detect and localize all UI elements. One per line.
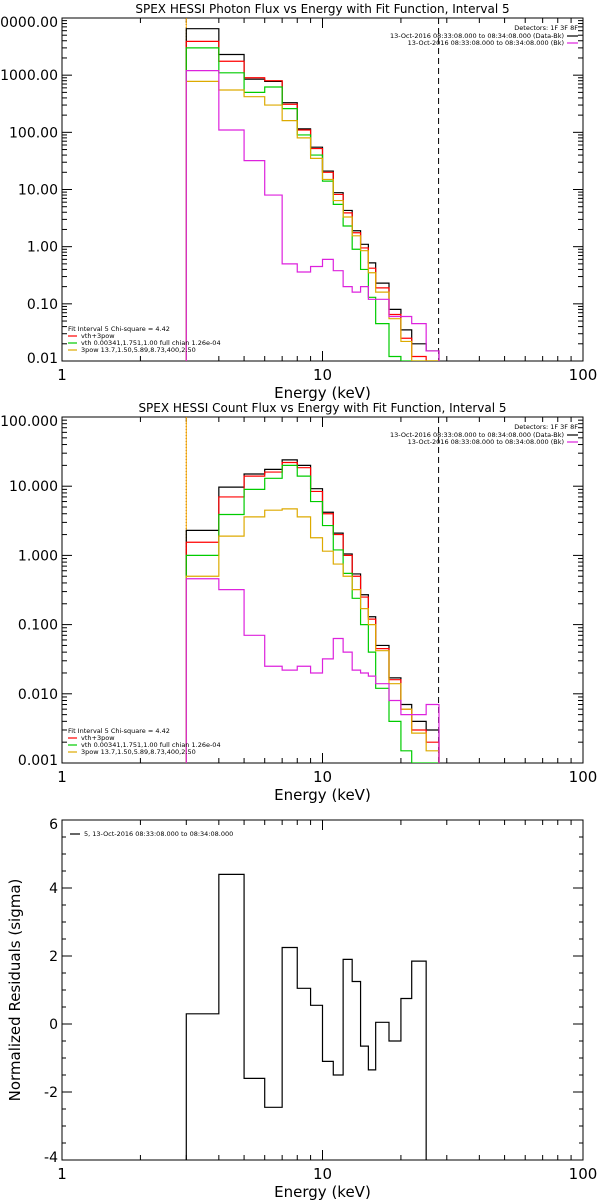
legend-entry-text: 3pow 13.7,1.50,5.89,8.73,400,2.50 <box>81 748 196 756</box>
legend-fit-header: Fit Interval 5 Chi-square = 4.42 <box>68 325 170 333</box>
y-tick-label: 100.000 <box>0 414 58 430</box>
data-area <box>185 18 440 361</box>
axes-frame <box>61 17 584 362</box>
legend-entry-text: vth+3pow <box>81 734 115 742</box>
legend-entry-text: vth 0.00341,1.751,1.00 full chian 1.26e-… <box>81 339 221 347</box>
y-tick-label: 0.010 <box>18 687 58 703</box>
x-tick-label: 100 <box>569 1165 598 1183</box>
data-area <box>185 873 427 1160</box>
y-tick-label: 10.00 <box>18 183 58 199</box>
legend-entry-text: 3pow 13.7,1.50,5.89,8.73,400,2.50 <box>81 346 196 354</box>
y-tick-label: 100.00 <box>9 125 58 141</box>
y-tick-label: 1.00 <box>27 240 58 256</box>
axes-frame <box>61 819 584 1161</box>
x-tick-label: 1 <box>57 366 67 384</box>
y-tick-label: 4 <box>49 881 58 897</box>
legend-fit-header: Fit Interval 5 Chi-square = 4.42 <box>68 727 170 735</box>
y-tick-label: 0.10 <box>27 297 58 313</box>
x-tick-label: 1 <box>57 768 67 786</box>
residuals-plot: 1 10 100 -4 -2 0 2 4 6 Energy (keV) Normalized Res… <box>6 817 597 1200</box>
series-line-bk <box>185 578 440 763</box>
y-tick-label: 10.000 <box>9 479 58 495</box>
legend-entry-text: 13-Oct-2016 08:33:08.000 to 08:34:08.000… <box>408 438 564 446</box>
x-tick-label: 10 <box>313 1165 332 1183</box>
y-tick-label: 0.100 <box>18 618 58 634</box>
legend-entry-text: 5, 13-Oct-2016 08:33:08.000 to 08:34:08.… <box>84 830 233 838</box>
x-tick-label: 100 <box>569 366 598 384</box>
chart-title: SPEX HESSI Count Flux vs Energy with Fit… <box>138 401 506 415</box>
x-tick-label: 1 <box>57 1165 67 1183</box>
x-tick-label: 100 <box>569 768 598 786</box>
x-axis-label: Energy (keV) <box>274 1183 371 1200</box>
legend-entry-text: vth 0.00341,1.751,1.00 full chian 1.26e-… <box>81 741 221 749</box>
legend-entry-text: 13-Oct-2016 08:33:08.000 to 08:34:08.000… <box>390 32 564 40</box>
axes-frame <box>61 416 584 764</box>
series-line-vth <box>185 47 440 361</box>
data-area <box>185 417 440 763</box>
legend-header: Detectors: 1F 3F 8F <box>514 24 578 32</box>
x-axis-label: Energy (keV) <box>274 384 371 402</box>
legend-entry-text: 13-Oct-2016 08:33:08.000 to 08:34:08.000… <box>408 39 564 47</box>
y-tick-label: 2 <box>49 949 58 965</box>
y-tick-label: 1000.00 <box>0 68 58 84</box>
y-tick-label: 0 <box>49 1017 58 1033</box>
chart-title: SPEX HESSI Photon Flux vs Energy with Fi… <box>135 2 509 16</box>
photon-flux-plot: SPEX HESSI Photon Flux vs Energy with Fi… <box>0 2 597 402</box>
y-tick-label: 10000.00 <box>0 15 58 31</box>
x-axis-label: Energy (keV) <box>274 786 371 804</box>
series-line-bk <box>185 70 440 361</box>
y-axis-label: Normalized Residuals (sigma) <box>6 879 24 1102</box>
y-tick-label: 1.000 <box>18 548 58 564</box>
count-flux-plot: SPEX HESSI Count Flux vs Energy with Fit… <box>0 401 597 804</box>
x-tick-label: 10 <box>313 768 332 786</box>
series-line-3pow <box>185 80 440 361</box>
y-tick-label: 6 <box>49 817 58 833</box>
y-tick-label: 0.001 <box>18 753 58 769</box>
y-tick-label: -2 <box>44 1085 58 1101</box>
x-tick-label: 10 <box>313 366 332 384</box>
legend-entry-text: vth+3pow <box>81 332 115 340</box>
series-line-vth <box>185 464 440 763</box>
legend-entry-text: 13-Oct-2016 08:33:08.000 to 08:34:08.000… <box>390 431 564 439</box>
y-tick-label: -4 <box>44 1150 58 1166</box>
y-tick-label: 0.01 <box>27 351 58 367</box>
legend-header: Detectors: 1F 3F 8F <box>514 423 578 431</box>
series-line-5-13-oct-2016-08-33-08-000-to-08-34-08-000 <box>185 873 427 1160</box>
